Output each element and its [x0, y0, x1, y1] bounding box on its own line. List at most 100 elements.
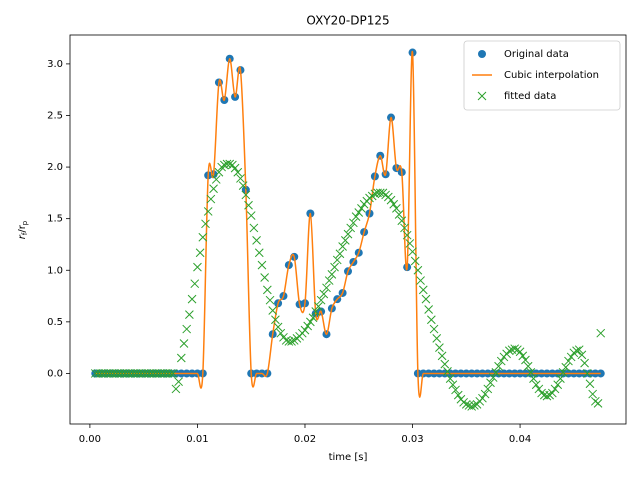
- point: [488, 373, 498, 382]
- legend-marker: [477, 91, 487, 101]
- point: [335, 249, 345, 259]
- point: [338, 242, 347, 251]
- point: [316, 295, 326, 305]
- point: [324, 276, 334, 285]
- point: [300, 325, 310, 335]
- point: [311, 307, 321, 316]
- point: [523, 361, 533, 371]
- point: [461, 400, 471, 409]
- point: [268, 306, 278, 315]
- point: [582, 369, 592, 378]
- point: [273, 322, 283, 332]
- point: [397, 216, 407, 226]
- point: [233, 167, 243, 177]
- point: [281, 336, 291, 345]
- point: [166, 369, 175, 378]
- point: [526, 368, 536, 377]
- point: [547, 388, 557, 398]
- point: [542, 391, 552, 401]
- point: [558, 368, 568, 377]
- point: [287, 337, 296, 346]
- point: [394, 210, 404, 219]
- y-label-part: r: [17, 234, 28, 239]
- point: [561, 362, 571, 372]
- point: [308, 313, 318, 323]
- point: [375, 188, 385, 198]
- point: [413, 265, 423, 275]
- chart-title: OXY20-DP125: [306, 14, 389, 28]
- point: [190, 279, 200, 289]
- x-axis-label: time [s]: [329, 452, 368, 463]
- point: [510, 344, 520, 354]
- point: [574, 345, 584, 355]
- point: [252, 235, 261, 245]
- point: [211, 175, 221, 184]
- y-tick-label: 2.0: [47, 162, 63, 173]
- point: [478, 393, 487, 403]
- point: [386, 195, 396, 205]
- point: [351, 212, 361, 221]
- point: [496, 356, 506, 366]
- point: [531, 380, 541, 390]
- point: [214, 167, 224, 177]
- point: [182, 324, 192, 334]
- point: [585, 379, 595, 389]
- point: [303, 321, 313, 331]
- point: [467, 402, 477, 411]
- point: [198, 232, 208, 242]
- point: [448, 380, 458, 390]
- point: [556, 374, 565, 383]
- legend-label: Original data: [504, 49, 569, 60]
- point: [480, 389, 490, 399]
- point: [370, 189, 380, 199]
- point: [443, 367, 452, 376]
- point: [577, 350, 587, 360]
- point: [193, 262, 202, 272]
- point: [580, 358, 589, 368]
- line: [95, 51, 601, 398]
- point: [340, 235, 350, 245]
- x-tick-label: 0.04: [509, 434, 531, 445]
- point: [410, 256, 420, 266]
- point: [426, 315, 436, 325]
- point: [225, 159, 235, 169]
- x-tick-label: 0.03: [401, 434, 423, 445]
- point: [483, 384, 493, 394]
- point: [566, 352, 576, 362]
- point: [357, 203, 366, 213]
- y-label-part: p: [21, 220, 29, 225]
- point: [534, 384, 544, 394]
- point: [284, 337, 294, 346]
- x-tick-label: 0.01: [186, 434, 208, 445]
- point: [432, 334, 442, 343]
- point: [392, 203, 401, 213]
- point: [418, 285, 428, 295]
- point: [451, 385, 460, 395]
- point: [222, 159, 232, 169]
- point: [236, 174, 245, 183]
- point: [504, 346, 514, 356]
- point: [593, 399, 603, 408]
- point: [246, 211, 256, 220]
- point: [435, 343, 444, 352]
- y-tick-label: 0.5: [47, 317, 63, 328]
- point: [319, 289, 329, 299]
- point: [209, 184, 218, 194]
- point: [244, 200, 253, 210]
- point: [322, 283, 331, 293]
- point: [332, 255, 342, 265]
- point: [260, 273, 270, 282]
- point: [518, 351, 528, 361]
- point: [185, 310, 194, 319]
- plot-area: [90, 48, 606, 411]
- point: [254, 248, 264, 258]
- point: [550, 384, 560, 394]
- point: [314, 302, 323, 311]
- point: [265, 295, 275, 305]
- point: [271, 315, 280, 325]
- point: [424, 305, 434, 314]
- legend-box: [463, 40, 621, 111]
- point: [529, 374, 538, 383]
- point: [421, 294, 431, 304]
- y-label-part: f: [21, 232, 29, 235]
